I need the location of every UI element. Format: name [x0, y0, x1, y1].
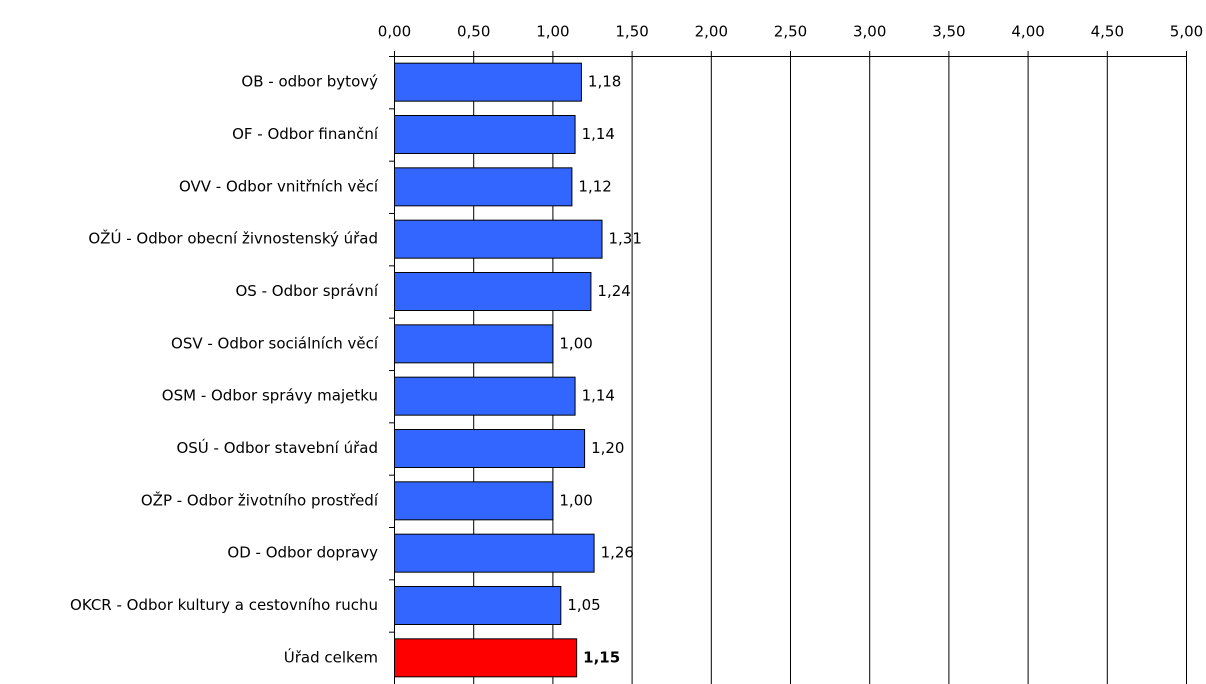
value-label: 1,00 [559, 491, 592, 509]
x-tick-label: 3,00 [853, 23, 886, 41]
value-label: 1,14 [582, 387, 615, 405]
x-tick-label: 1,50 [615, 23, 648, 41]
category-label: OS - Odbor správní [236, 282, 379, 300]
bar [394, 533, 595, 573]
bar [394, 115, 576, 154]
x-tick-label: 5,00 [1170, 23, 1203, 41]
grid-layer [394, 56, 1187, 684]
bar [394, 219, 603, 259]
bar [394, 324, 554, 364]
value-label: 1,14 [582, 125, 615, 143]
category-label: OŽÚ - Odbor obecní živnostenský úřad [88, 229, 378, 248]
x-tick-label: 4,00 [1011, 23, 1044, 41]
bar-total [394, 638, 578, 678]
bar [394, 429, 586, 468]
value-label: 1,12 [578, 177, 611, 195]
category-label: OSV - Odbor sociálních věcí [171, 334, 379, 352]
category-label: OSÚ - Odbor stavební úřad [176, 438, 378, 457]
category-label: OŽP - Odbor životního prostředí [141, 490, 379, 509]
category-label: OB - odbor bytový [241, 73, 378, 91]
category-label: OF - Odbor finanční [232, 125, 379, 143]
x-tick-label: 2,50 [774, 23, 807, 41]
value-label: 1,20 [591, 439, 624, 457]
bar [394, 376, 576, 416]
category-label: Úřad celkem [284, 647, 378, 666]
value-label: 1,26 [601, 544, 634, 562]
x-tick-label: 0,50 [457, 23, 490, 41]
bar [394, 586, 562, 625]
axis-layer: 0,00 0,50 1,00 1,50 2,00 2,50 3,00 3,50 4,00 4,50… [378, 23, 1203, 684]
bar [394, 481, 554, 521]
x-tick-label: 1,00 [536, 23, 569, 41]
category-label: OD - Odbor dopravy [227, 544, 378, 562]
x-tick-label: 3,50 [932, 23, 965, 41]
x-tick-label: 4,50 [1091, 23, 1124, 41]
value-label: 1,18 [588, 73, 621, 91]
bar [394, 62, 582, 102]
x-tick-label: 0,00 [378, 23, 411, 41]
labels-layer: OB - odbor bytový 1,18 OF - Odbor finanční… [70, 73, 642, 667]
bar [394, 272, 592, 311]
bar [394, 167, 573, 207]
bars-layer [394, 62, 603, 678]
x-tick-label: 2,00 [695, 23, 728, 41]
category-label: OKCR - Odbor kultury a cestovního ruchu [70, 596, 378, 614]
value-label: 1,00 [559, 334, 592, 352]
value-label: 1,24 [597, 282, 630, 300]
value-label: 1,05 [567, 596, 600, 614]
value-label: 1,31 [609, 230, 642, 248]
value-label: 1,15 [583, 648, 620, 666]
category-label: OSM - Odbor správy majetku [162, 387, 378, 405]
category-label: OVV - Odbor vnitřních věcí [179, 177, 379, 195]
